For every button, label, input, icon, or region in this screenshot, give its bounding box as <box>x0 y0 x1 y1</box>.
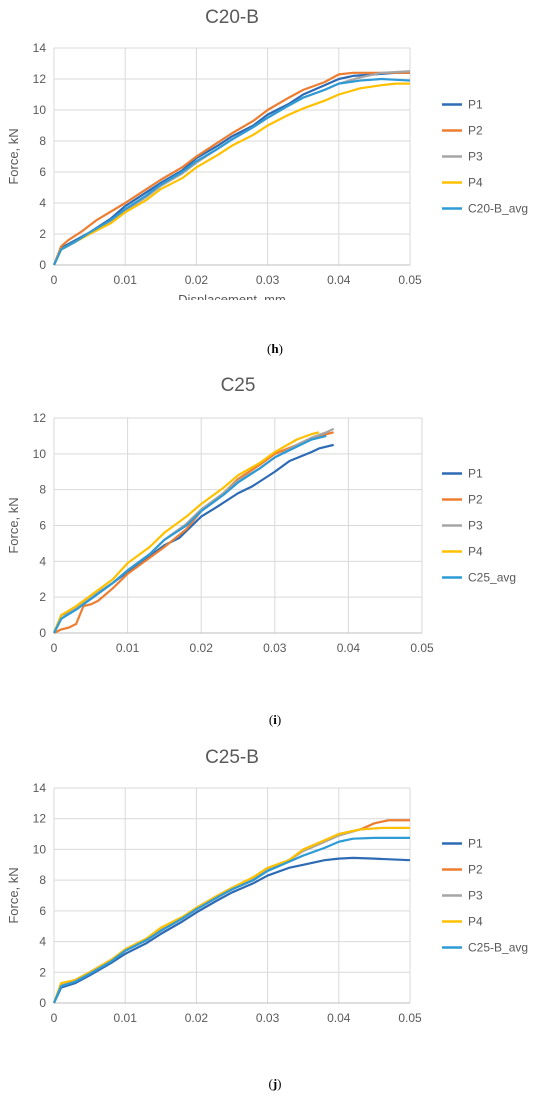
y-tick-label: 2 <box>39 590 46 604</box>
legend-label-p1: P1 <box>468 467 483 481</box>
y-tick-label: 6 <box>39 519 46 533</box>
series-line-p2 <box>52 819 410 1004</box>
series-line-p1 <box>53 856 411 1004</box>
series-line-p2 <box>53 431 334 634</box>
y-tick-label: 8 <box>39 873 46 887</box>
x-tick-label: 0.01 <box>114 273 138 287</box>
x-tick-label: 0.02 <box>185 273 209 287</box>
legend-label-p4: P4 <box>468 545 483 559</box>
series-line-c20-b-avg <box>53 77 411 266</box>
legend-label-p3: P3 <box>468 889 483 903</box>
x-tick-label: 0.01 <box>114 1011 138 1025</box>
y-axis-label: Force, kN <box>6 128 21 184</box>
y-tick-label: 12 <box>33 72 47 86</box>
series-line-p3 <box>53 427 335 634</box>
y-tick-label: 10 <box>33 103 47 117</box>
x-tick-label: 0.02 <box>185 1011 209 1025</box>
y-tick-label: 14 <box>33 41 47 55</box>
legend-label-p1: P1 <box>468 98 483 112</box>
x-tick-label: 0 <box>51 1011 58 1025</box>
legend-label-p4: P4 <box>468 915 483 929</box>
x-tick-label: 0.03 <box>256 273 280 287</box>
y-tick-label: 10 <box>33 447 47 461</box>
legend-label-p3: P3 <box>468 150 483 164</box>
y-tick-label: 0 <box>39 258 46 272</box>
y-tick-label: 4 <box>39 196 46 210</box>
x-tick-label: 0.05 <box>398 273 422 287</box>
legend-label-p2: P2 <box>468 124 483 138</box>
x-axis-label: Displacement, mm <box>178 292 286 300</box>
x-tick-label: 0.03 <box>256 1011 280 1025</box>
x-tick-label: 0.04 <box>327 1011 351 1025</box>
y-tick-label: 2 <box>39 965 46 979</box>
x-tick-label: 0 <box>51 273 58 287</box>
x-tick-label: 0 <box>51 641 58 655</box>
y-tick-label: 14 <box>33 781 47 795</box>
x-tick-label: 0.04 <box>337 641 361 655</box>
series-line-p2 <box>52 71 410 266</box>
legend-label-p4: P4 <box>468 176 483 190</box>
legend-label-p2: P2 <box>468 863 483 877</box>
y-tick-label: 10 <box>33 842 47 856</box>
y-tick-label: 2 <box>39 227 46 241</box>
y-tick-label: 12 <box>33 812 47 826</box>
series-line-p4 <box>52 826 410 1004</box>
legend-label-c25-avg: C25_avg <box>468 571 516 585</box>
x-tick-label: 0.05 <box>410 641 434 655</box>
series-line-p1 <box>52 71 410 266</box>
chart-c25: C2502468101200.010.020.030.040.05Displac… <box>6 375 516 655</box>
y-tick-label: 6 <box>39 904 46 918</box>
x-tick-label: 0.01 <box>116 641 140 655</box>
legend-label-c20-b-avg: C20-B_avg <box>468 202 528 216</box>
caption-h: (h) <box>267 341 283 356</box>
y-tick-label: 0 <box>39 626 46 640</box>
x-tick-label: 0.02 <box>190 641 214 655</box>
legend-label-c25-b-avg: C25-B_avg <box>468 941 528 955</box>
y-tick-label: 12 <box>33 411 47 425</box>
x-tick-label: 0.05 <box>398 1011 422 1025</box>
y-axis-label: Force, kN <box>6 867 21 923</box>
series-line-c25-avg <box>53 434 327 634</box>
series-line-c25-b-avg <box>52 836 410 1004</box>
chart-c25-b: C25-B0246810121400.010.020.030.040.05Dis… <box>6 747 528 1025</box>
chart-c20-b: C20-B 0 2 4 6 8 10 12 14 0 0.01 0.02 0.03 0.04 0.05 Dis… <box>6 7 528 300</box>
y-tick-label: 6 <box>39 165 46 179</box>
legend-label-p1: P1 <box>468 837 483 851</box>
x-tick-label: 0.03 <box>263 641 287 655</box>
legend-label-p3: P3 <box>468 519 483 533</box>
y-tick-label: 8 <box>39 483 46 497</box>
caption-i: (i) <box>268 712 282 727</box>
chart-title: C20-B <box>205 7 259 28</box>
caption-j: (j) <box>268 1076 282 1091</box>
series-line-p4 <box>52 431 320 634</box>
chart-title: C25 <box>221 375 256 396</box>
y-tick-label: 8 <box>39 134 46 148</box>
series-line-p3 <box>52 826 410 1004</box>
x-tick-label: 0.04 <box>327 273 351 287</box>
y-tick-label: 4 <box>39 935 46 949</box>
series-line-p4 <box>53 82 410 266</box>
series-line-p3 <box>53 70 411 266</box>
legend-label-p2: P2 <box>468 493 483 507</box>
y-axis-label: Force, kN <box>6 497 21 553</box>
series-line-p1 <box>52 443 334 634</box>
y-tick-label: 4 <box>39 554 46 568</box>
y-tick-label: 0 <box>39 996 46 1010</box>
chart-title: C25-B <box>205 747 259 768</box>
